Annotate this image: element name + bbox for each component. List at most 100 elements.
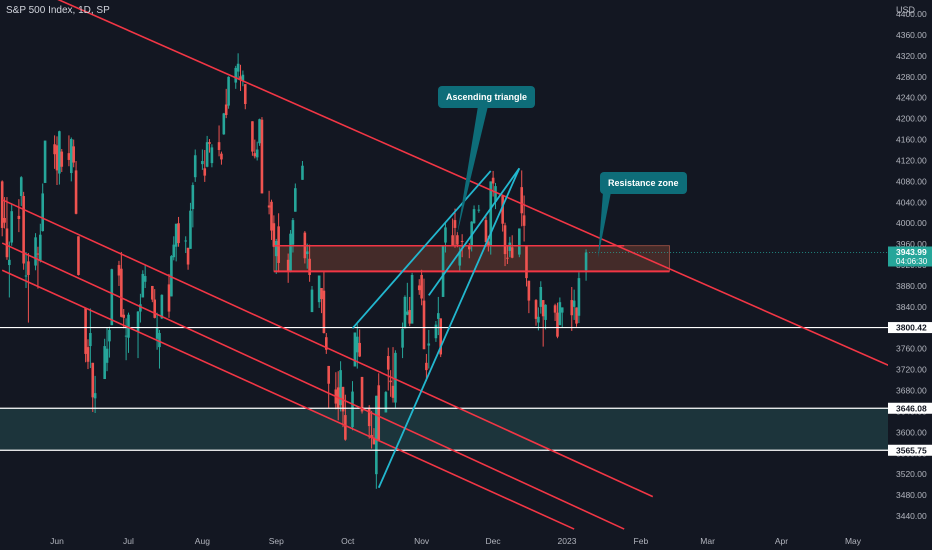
- candle-body: [127, 314, 130, 338]
- support-zone: [0, 408, 888, 451]
- candle-body: [158, 333, 161, 348]
- candle-body: [360, 376, 364, 412]
- candle-body: [305, 251, 309, 255]
- candle-body: [34, 237, 37, 266]
- candle-body: [525, 245, 528, 279]
- candle-body: [255, 149, 259, 158]
- candle-body: [258, 119, 261, 144]
- y-tick-label: 3720.00: [896, 365, 927, 375]
- candle-body: [205, 142, 209, 167]
- candle-body: [453, 220, 457, 228]
- candle-body: [520, 187, 524, 214]
- resistance-zone-callout[interactable]: Resistance zone: [600, 172, 687, 194]
- candle-body: [537, 316, 540, 323]
- candle-body: [60, 151, 64, 167]
- candle-body: [277, 226, 280, 263]
- candle-body: [220, 153, 223, 160]
- price-label-text: 3800.42: [896, 323, 927, 333]
- candle-body: [19, 177, 23, 197]
- y-tick-label: 4120.00: [896, 155, 927, 165]
- candle-body: [174, 223, 178, 247]
- ascending-triangle-pointer: [457, 106, 488, 235]
- candle-body: [491, 177, 495, 184]
- candle-body: [172, 244, 176, 258]
- y-tick-label: 3440.00: [896, 511, 927, 521]
- candle-body: [570, 300, 574, 316]
- candle-body: [494, 186, 497, 202]
- x-tick-label: May: [845, 536, 862, 546]
- y-tick-label: 4200.00: [896, 114, 927, 124]
- price-label-box[interactable]: [888, 322, 932, 334]
- candle-body: [434, 324, 438, 339]
- candle-body: [39, 234, 42, 261]
- candle-body: [105, 348, 109, 363]
- candle-body: [389, 380, 392, 383]
- candle-body: [372, 437, 376, 445]
- candle-body: [575, 307, 578, 324]
- price-label-box[interactable]: [888, 402, 932, 414]
- candle-body: [556, 312, 559, 337]
- candle-body: [289, 233, 292, 271]
- y-tick-label: 4240.00: [896, 93, 927, 103]
- ascending-triangle-callout[interactable]: Ascending triangle: [438, 86, 536, 108]
- candle-body: [553, 305, 557, 313]
- candle-body: [69, 139, 73, 174]
- triangle-triangle-lower: [377, 167, 521, 489]
- candle-body: [427, 343, 431, 346]
- x-tick-label: Nov: [414, 536, 430, 546]
- candle-body: [301, 165, 304, 180]
- candle-body: [117, 265, 121, 276]
- candle-body: [527, 280, 531, 301]
- candle-body: [503, 225, 507, 255]
- candle-body: [539, 287, 543, 307]
- triangle-triangle-inner: [428, 167, 521, 296]
- candle-body: [191, 185, 195, 210]
- candle-body: [160, 294, 164, 319]
- candle-body: [320, 288, 323, 300]
- candle-body: [108, 329, 111, 342]
- price-label-text: 3646.08: [896, 403, 927, 413]
- candle-body: [406, 311, 409, 315]
- price-label-box[interactable]: [888, 444, 932, 456]
- candle-body: [425, 362, 428, 371]
- candle-body: [143, 276, 147, 282]
- x-tick-label: Oct: [341, 536, 355, 546]
- candle-body: [420, 274, 423, 299]
- candle-body: [327, 365, 330, 384]
- candle-body: [510, 247, 514, 258]
- candle-body: [43, 140, 47, 183]
- currency-label: USD: [896, 5, 916, 15]
- trendline-lower-channel-3: [1, 269, 575, 530]
- candle-body: [22, 196, 25, 264]
- price-label-box[interactable]: [888, 246, 932, 267]
- candle-body: [167, 284, 171, 312]
- zone-layer: [0, 245, 888, 451]
- x-tick-label: Mar: [700, 536, 715, 546]
- candle-body: [86, 347, 90, 362]
- x-tick-label: Sep: [269, 536, 284, 546]
- candle-body: [560, 307, 564, 313]
- axis-layer[interactable]: 3440.003480.003520.003560.003600.003640.…: [50, 0, 932, 550]
- candle-body: [193, 155, 197, 178]
- candle-body: [72, 146, 75, 163]
- candle-body: [501, 196, 504, 224]
- candle-body: [355, 336, 359, 353]
- countdown-text: 04:06:30: [896, 257, 928, 266]
- candle-body: [370, 434, 373, 439]
- y-tick-label: 3680.00: [896, 386, 927, 396]
- candle-body: [217, 142, 221, 151]
- y-tick-label: 4400.00: [896, 9, 927, 19]
- x-tick-label: Apr: [775, 536, 788, 546]
- candle-body: [544, 304, 547, 320]
- chart-title: S&P 500 Index, 1D, SP: [6, 5, 110, 16]
- candle-body: [437, 313, 440, 319]
- candle-body: [5, 228, 9, 258]
- candle-body: [344, 415, 347, 440]
- candle-body: [10, 211, 14, 243]
- candle-body: [27, 261, 30, 275]
- candle-body: [484, 220, 488, 243]
- y-tick-label: 4160.00: [896, 135, 927, 145]
- candle-body: [377, 385, 381, 442]
